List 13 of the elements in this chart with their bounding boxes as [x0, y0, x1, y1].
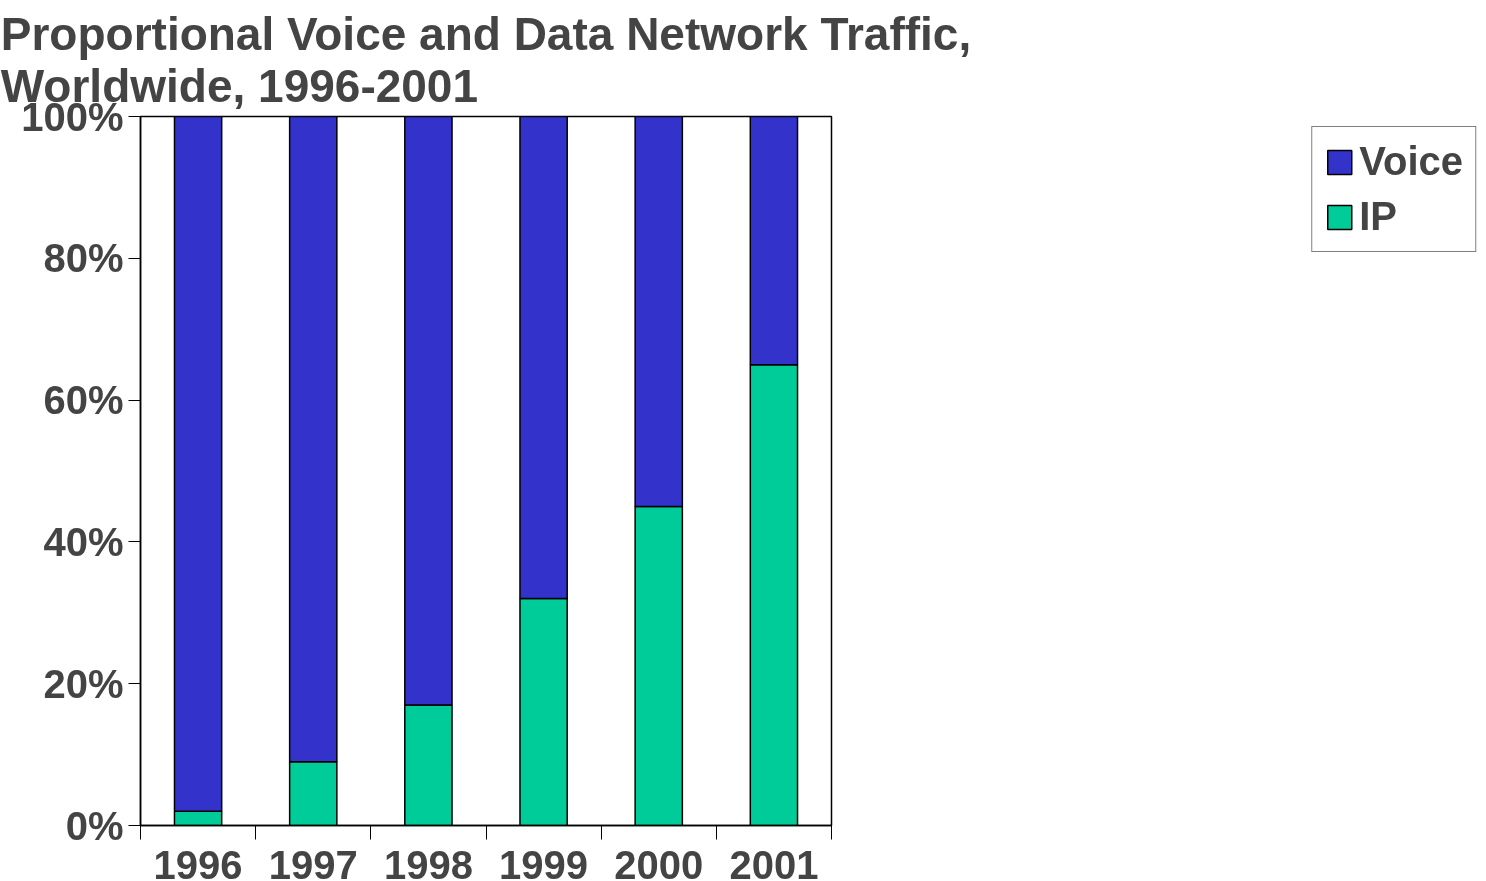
legend-label: IP — [1359, 194, 1398, 239]
legend-label: Voice — [1359, 139, 1463, 184]
y-tick-label: 40% — [43, 519, 124, 564]
y-tick-label: 0% — [65, 803, 124, 848]
x-tick-label: 2000 — [614, 842, 704, 881]
x-tick-label: 2001 — [729, 842, 819, 881]
x-tick-label: 1996 — [153, 842, 243, 881]
x-tick-label: 1998 — [383, 842, 473, 881]
x-tick-label: 1999 — [499, 842, 589, 881]
y-tick-label: 20% — [43, 661, 124, 706]
x-tick-label: 1997 — [268, 842, 358, 881]
y-tick-label: 80% — [43, 236, 124, 281]
y-tick-label: 60% — [43, 378, 124, 423]
